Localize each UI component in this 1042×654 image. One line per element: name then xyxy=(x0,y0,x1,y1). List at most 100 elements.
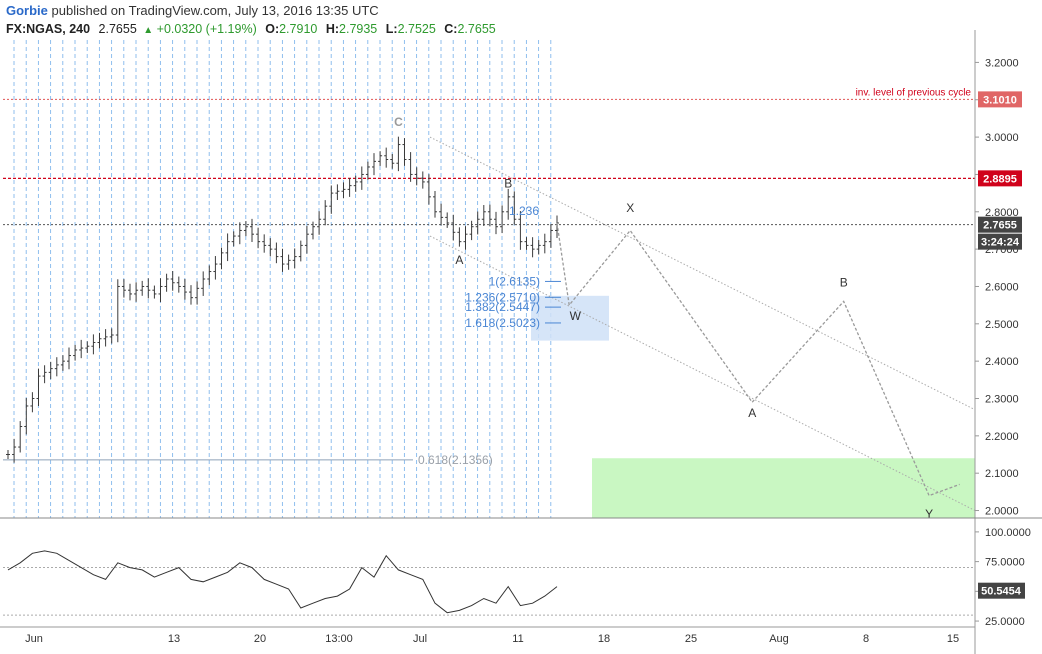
publish-info: published on TradingView.com, July 13, 2… xyxy=(51,3,379,18)
ohlc-bar xyxy=(304,225,309,254)
ohlc-bar xyxy=(536,240,541,255)
fib-label: 1.382(2.5447) xyxy=(465,300,540,314)
ohlc-bar xyxy=(292,248,297,269)
wave-label: A xyxy=(748,406,756,420)
ohlc-bar xyxy=(548,224,553,248)
ohlc-bar xyxy=(457,227,462,247)
ohlc-bar xyxy=(213,256,218,280)
ohlc-bar xyxy=(48,361,53,380)
ohlc-bar xyxy=(408,152,413,182)
price-change: +0.0320 (+1.19%) xyxy=(156,22,257,36)
time-tick-label: 25 xyxy=(685,633,697,645)
ohlc-bar xyxy=(323,200,328,226)
last-price-badge-bg xyxy=(978,216,1022,233)
ohlc-bar xyxy=(341,182,346,199)
wave-label: C xyxy=(394,115,403,129)
fib-label: 1.618(2.5023) xyxy=(465,316,540,330)
ohlc-bar xyxy=(274,242,279,264)
ohlc-bar xyxy=(182,278,187,300)
ohlc-bar xyxy=(402,138,407,166)
ohlc-bar xyxy=(420,171,425,189)
channel-upper-line xyxy=(429,136,976,411)
ohlc-bar xyxy=(231,231,236,247)
ohlc-bar xyxy=(426,174,431,205)
ohlc-bar xyxy=(195,281,200,305)
ohlc-bar xyxy=(396,136,401,172)
ohlc-bar xyxy=(445,212,450,228)
wave-projection-path xyxy=(556,222,960,497)
rsi-tick-label: 75.0000 xyxy=(985,557,1025,569)
high-value: 2.7935 xyxy=(339,22,378,36)
ohlc-bar xyxy=(189,285,193,305)
ohlc-bar xyxy=(54,357,59,377)
up-arrow-icon: ▲ xyxy=(143,25,154,36)
ohlc-bar xyxy=(128,283,132,301)
ohlc-bar xyxy=(414,167,419,186)
ohlc-bar xyxy=(329,185,334,214)
symbol-label[interactable]: FX:NGAS, 240 xyxy=(6,22,91,36)
price-tick-label: 3.0000 xyxy=(985,132,1019,144)
channel-lower-line xyxy=(429,235,976,511)
ohlc-bar xyxy=(170,271,175,291)
low-value: 2.7525 xyxy=(397,22,436,36)
last-price: 2.7655 xyxy=(98,22,137,36)
wave-label: A xyxy=(455,253,463,267)
ohlc-bar xyxy=(18,421,23,453)
ohlc-bar xyxy=(384,147,389,168)
ohlc-bar xyxy=(225,233,230,262)
close-label: C: xyxy=(444,22,458,36)
open-value: 2.7910 xyxy=(279,22,318,36)
price-tick-label: 2.1000 xyxy=(985,468,1019,480)
ohlc-bar xyxy=(353,175,358,192)
ohlc-bar xyxy=(390,153,395,169)
ohlc-bar xyxy=(475,211,480,235)
ohlc-bar xyxy=(439,203,444,226)
time-tick-label: 20 xyxy=(254,633,266,645)
ohlc-bar xyxy=(207,265,212,286)
ohlc-bar xyxy=(164,273,169,292)
ohlc-bar xyxy=(286,254,291,270)
rsi-value-badge: 50.5454 xyxy=(981,586,1022,598)
high-label: H: xyxy=(325,22,340,36)
author-name[interactable]: Gorbie xyxy=(6,3,48,18)
ohlc-bar xyxy=(115,279,120,343)
ohlc-bar xyxy=(451,214,456,241)
time-tick-label: 8 xyxy=(863,633,869,645)
ohlc-bar xyxy=(109,328,114,344)
ohlc-bar xyxy=(298,240,303,262)
fib-label: 1.236 xyxy=(509,204,539,218)
low-label: L: xyxy=(385,22,398,36)
ohlc-bar xyxy=(6,450,10,459)
ohlc-bar xyxy=(36,368,41,406)
ohlc-bar xyxy=(481,205,486,227)
ohlc-bar xyxy=(176,276,181,293)
ohlc-bar xyxy=(268,238,273,257)
wave-label: B xyxy=(840,275,848,289)
wave-label: Y xyxy=(925,507,933,521)
ohlc-bar xyxy=(311,221,315,240)
price-tick-label: 2.0000 xyxy=(985,506,1019,518)
ohlc-bar xyxy=(85,341,90,353)
price-tick-label: 2.3000 xyxy=(985,394,1019,406)
fib-label: 0.618(2.1356) xyxy=(418,453,493,467)
ohlc-bar xyxy=(219,247,224,270)
ohlc-bar xyxy=(91,334,96,355)
ohlc-bar xyxy=(158,278,163,303)
ohlc-bar xyxy=(256,227,261,249)
time-tick-label: Aug xyxy=(769,633,789,645)
target-zone-blue xyxy=(531,295,609,341)
ohlc-bar xyxy=(463,226,468,250)
ohlc-bar xyxy=(524,237,529,250)
rsi-series-line xyxy=(7,550,558,614)
publish-line: Gorbie published on TradingView.com, Jul… xyxy=(6,3,379,18)
ohlc-bar xyxy=(243,221,248,237)
ohlc-bar xyxy=(530,237,535,258)
ohlc-bar xyxy=(372,153,376,176)
target-zone-green xyxy=(592,458,975,518)
rsi-tick-label: 25.0000 xyxy=(985,616,1025,628)
ohlc-bar xyxy=(60,355,65,371)
time-tick-label: 13 xyxy=(168,633,180,645)
ohlc-bar xyxy=(73,344,78,361)
ohlc-bar xyxy=(121,279,126,298)
